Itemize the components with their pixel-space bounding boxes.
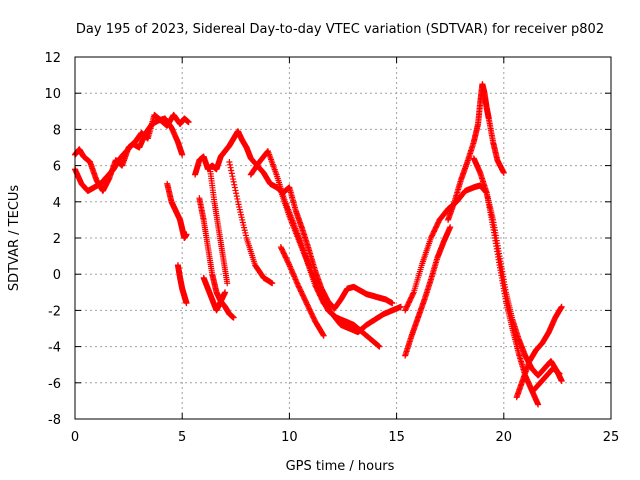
data-point	[222, 289, 229, 296]
x-tick-label: 20	[496, 430, 513, 445]
series-track-i	[226, 158, 276, 287]
series-track-h	[207, 166, 231, 287]
y-tick-label: -4	[48, 341, 61, 356]
data-point	[500, 169, 507, 176]
data-point	[232, 187, 239, 194]
x-tick-label: 15	[388, 430, 405, 445]
series-track-r	[530, 365, 563, 394]
series-track-d	[174, 262, 190, 307]
series-track-l	[277, 244, 327, 339]
data-point	[228, 167, 235, 174]
y-tick-label: -2	[48, 304, 61, 319]
data-point	[183, 300, 190, 307]
data-point	[320, 332, 327, 339]
y-tick-label: 4	[53, 196, 61, 211]
data-point	[229, 173, 236, 180]
y-tick-label: 0	[53, 268, 61, 283]
data-point	[228, 170, 235, 177]
data-point	[269, 280, 276, 287]
series-track-n	[402, 182, 565, 384]
series-track-o	[445, 81, 507, 223]
data-point	[285, 260, 292, 267]
data-point	[233, 190, 240, 197]
data-point	[224, 280, 231, 287]
series-track-m	[402, 224, 454, 359]
data-point	[230, 178, 237, 185]
series-track-c	[164, 180, 190, 241]
series-track-b	[72, 111, 192, 194]
data-point	[226, 161, 233, 168]
series-track-e	[192, 128, 396, 312]
data-point	[389, 300, 396, 307]
x-tick-label: 10	[281, 430, 298, 445]
data-point	[558, 377, 565, 384]
x-tick-label: 5	[178, 430, 186, 445]
data-point	[226, 158, 233, 165]
y-tick-label: -8	[48, 413, 61, 428]
data-point	[397, 303, 404, 310]
series-track-q	[513, 303, 565, 401]
data-point	[556, 370, 563, 377]
data-point	[231, 184, 238, 191]
data-points	[72, 81, 565, 408]
data-point	[558, 303, 565, 310]
y-tick-label: 12	[44, 51, 61, 66]
series-track-k	[277, 187, 404, 336]
data-point	[410, 290, 417, 297]
data-point	[230, 176, 237, 183]
data-point	[179, 151, 186, 158]
data-point	[183, 231, 190, 238]
data-point	[227, 164, 234, 171]
data-point	[233, 193, 240, 200]
data-point	[535, 401, 542, 408]
y-tick-label: 8	[53, 123, 61, 138]
x-tick-label: 25	[603, 430, 620, 445]
y-tick-label: 2	[53, 232, 61, 247]
data-point	[230, 314, 237, 321]
data-point	[185, 119, 192, 126]
x-tick-label: 0	[71, 430, 79, 445]
y-tick-label: -6	[48, 377, 61, 392]
x-axis-label: GPS time / hours	[286, 459, 395, 474]
data-point	[234, 195, 241, 202]
y-tick-label: 6	[53, 160, 61, 175]
data-point	[447, 224, 454, 231]
axis-ticks: 0 5 10 15 20 25 -8 -6 -4 -2 0 2 4 6 8 10 12	[44, 51, 619, 445]
data-point	[376, 343, 383, 350]
data-point	[231, 181, 238, 188]
chart-title: Day 195 of 2023, Sidereal Day-to-day VTE…	[76, 22, 604, 37]
y-axis-label: SDTVAR / TECUs	[7, 185, 22, 292]
series-track-g	[200, 274, 229, 314]
data-point	[320, 331, 327, 338]
y-tick-label: 10	[44, 87, 61, 102]
